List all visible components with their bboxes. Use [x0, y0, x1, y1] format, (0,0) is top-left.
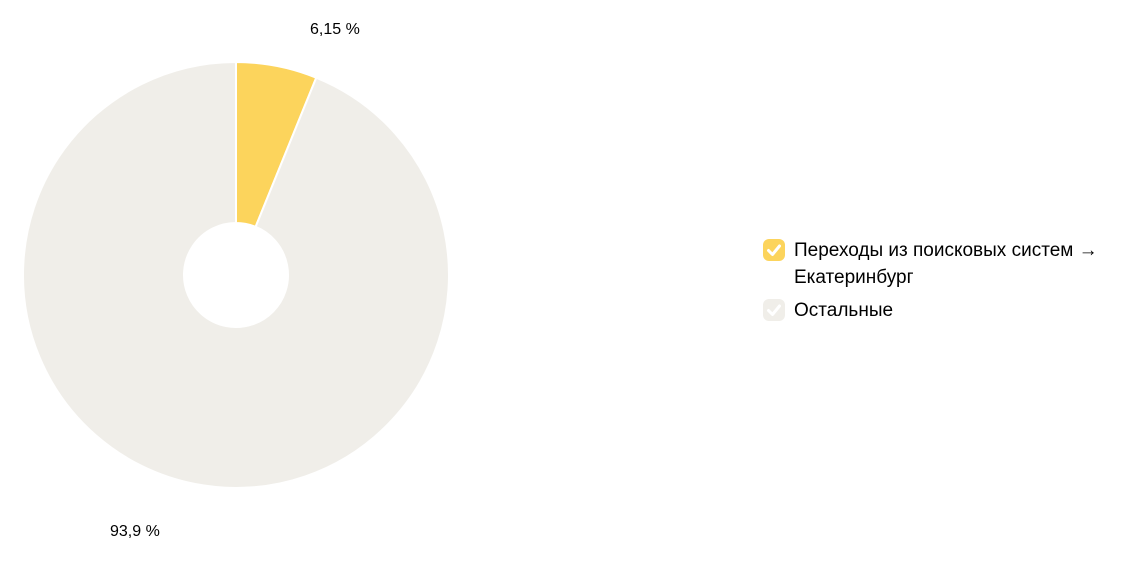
legend-label: Остальные	[794, 300, 894, 321]
slice-label-rest: 93,9 %	[110, 523, 160, 540]
checkbox-checked-icon[interactable]	[763, 239, 785, 261]
slice-label-primary: 6,15 %	[310, 21, 360, 38]
checkmark-icon	[767, 304, 781, 316]
checkmark-icon	[767, 244, 781, 256]
pie-slice-1[interactable]	[22, 60, 450, 489]
legend-label: Переходы из поисковых систем → Екатеринб…	[794, 240, 1098, 288]
legend: Переходы из поисковых систем → Екатеринб…	[763, 237, 1123, 330]
legend-item-rest[interactable]: Остальные	[763, 297, 1123, 324]
legend-item-primary[interactable]: Переходы из поисковых систем → Екатеринб…	[763, 237, 1123, 291]
checkbox-checked-icon[interactable]	[763, 299, 785, 321]
